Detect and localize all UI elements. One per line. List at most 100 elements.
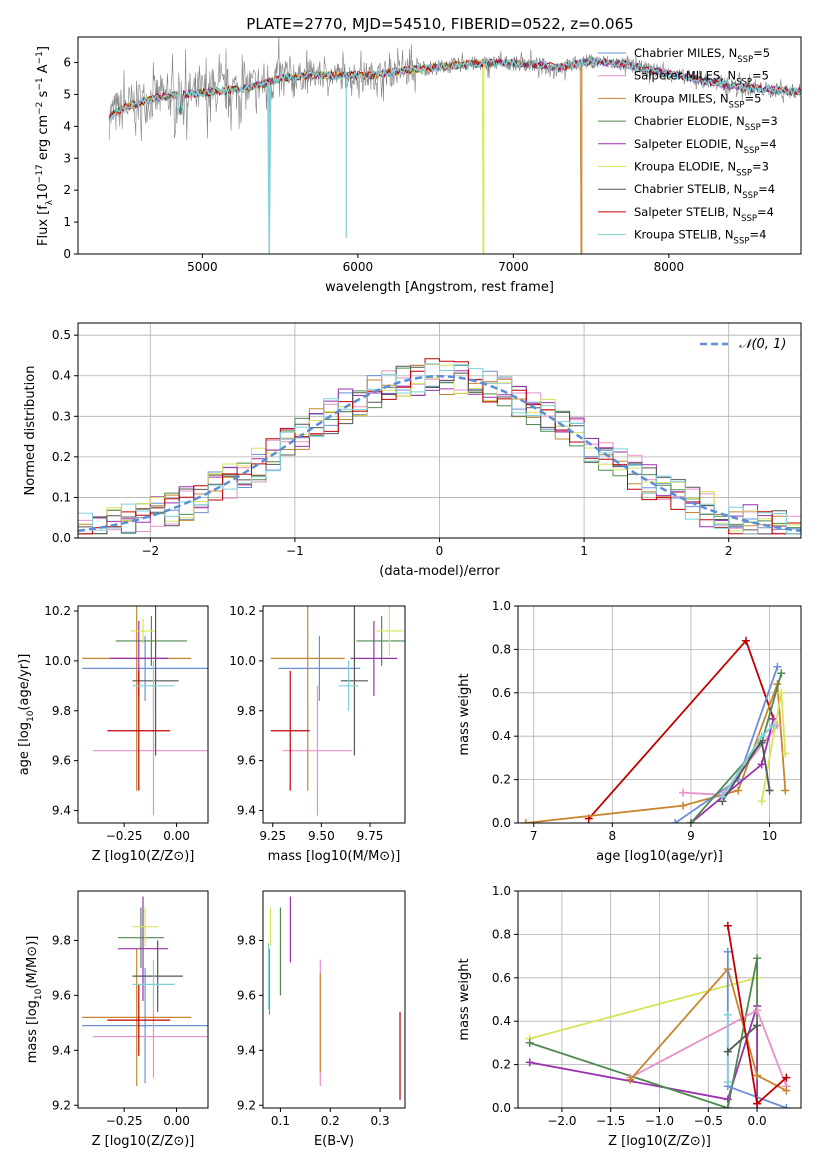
y-tick-label: 0.8 xyxy=(492,642,511,656)
panel-mass-vs-Z: −0.25 0.00 9.2 9.4 9.6 9.8 Z [log10(Z/Z⊙)] xyxy=(52,890,209,1149)
y-tick-label: 0.4 xyxy=(492,1014,511,1028)
legend-label: Chabrier MILES, NSSP=5 xyxy=(634,46,770,65)
y-tick-label: 5 xyxy=(63,87,71,101)
mass-weight-line-2 xyxy=(529,958,758,1108)
y-tick-label: 0.5 xyxy=(52,328,71,342)
plus-marker xyxy=(782,1086,791,1095)
x-axis-label: mass [log10(M/M⊙)] xyxy=(268,849,401,864)
y-tick-label: 10.2 xyxy=(229,604,256,618)
y-tick-label: 10.2 xyxy=(44,604,71,618)
y-tick-label: 0.3 xyxy=(52,409,71,423)
y-tick-label: 9.8 xyxy=(52,704,71,718)
legend-subscript: SSP xyxy=(736,78,752,88)
legend-label: 𝒩(0, 1) xyxy=(739,337,786,352)
x-tick-label: 0 xyxy=(436,544,444,558)
x-axis-label: Z [log10(Z/Z⊙)] xyxy=(92,1134,195,1149)
plus-marker xyxy=(521,819,530,823)
plus-marker xyxy=(723,1104,732,1108)
plus-marker xyxy=(718,792,727,801)
plus-marker xyxy=(777,669,786,678)
x-tick-label: 6000 xyxy=(343,260,374,274)
plot-area xyxy=(525,921,791,1108)
y-tick-label: 0.2 xyxy=(492,773,511,787)
y-tick-label: 0.1 xyxy=(52,490,71,504)
mass-weight-line-1 xyxy=(529,1005,758,1104)
y-tick-label: 9.4 xyxy=(237,804,256,818)
x-tick-label: 9.75 xyxy=(357,829,384,843)
plus-marker xyxy=(753,1071,762,1080)
x-tick-label: 0.00 xyxy=(163,829,190,843)
legend-subscript: SSP xyxy=(737,55,753,65)
x-tick-label: 0.1 xyxy=(271,1114,290,1128)
plus-marker xyxy=(686,819,695,823)
x-axis-label: age [log10(age/yr)] xyxy=(596,849,723,864)
sup: −2 xyxy=(35,102,45,115)
gaussian-curve xyxy=(78,374,801,533)
legend-label: Chabrier STELIB, NSSP=4 xyxy=(634,182,775,201)
legend-label: Kroupa STELIB, NSSP=4 xyxy=(634,228,766,247)
plot-area xyxy=(78,358,801,535)
legend-label: Chabrier ELODIE, NSSP=3 xyxy=(634,114,778,133)
plot-area xyxy=(267,896,401,1100)
y-tick-label: 0.4 xyxy=(492,729,511,743)
plus-marker xyxy=(753,954,762,963)
x-tick-label: −1.5 xyxy=(596,1114,625,1128)
plus-marker xyxy=(525,1038,534,1047)
y-tick-label: 6 xyxy=(63,56,71,70)
plus-marker xyxy=(757,797,766,806)
legend-subscript: SSP xyxy=(736,169,752,179)
axes-frame xyxy=(262,890,406,1109)
x-tick-label: 1 xyxy=(580,544,588,558)
x-tick-label: 2 xyxy=(725,544,733,558)
y-tick-label: 0.0 xyxy=(492,1101,511,1115)
x-tick-label: −2.0 xyxy=(547,1114,576,1128)
x-tick-label: 9.50 xyxy=(308,829,335,843)
legend-label: Salpeter STELIB, NSSP=4 xyxy=(634,205,774,224)
residual-histogram-8 xyxy=(78,363,801,535)
x-tick-label: 8 xyxy=(609,829,617,843)
y-tick-label: 9.2 xyxy=(52,1098,71,1112)
y-tick-label: 1.0 xyxy=(492,884,511,898)
y-tick-label: 0.4 xyxy=(52,369,71,383)
plus-marker xyxy=(753,1006,762,1015)
legend-label: Kroupa ELODIE, NSSP=3 xyxy=(634,160,769,179)
x-tick-label: −2 xyxy=(141,544,159,558)
y-tick-label: 9.6 xyxy=(237,988,256,1002)
plus-marker xyxy=(777,688,786,697)
x-tick-label: 9.25 xyxy=(259,829,286,843)
plus-marker xyxy=(757,732,766,741)
plus-marker xyxy=(769,721,778,730)
panel-massweight-vs-age: 7 8 9 10 0.0 0.2 0.4 0.6 0.8 1.0 age [log10(age/yr… xyxy=(457,599,802,864)
y-axis-label: age [log10(age/yr)] xyxy=(17,654,36,776)
y-tick-label: 2 xyxy=(63,183,71,197)
y-tick-label: 9.6 xyxy=(52,988,71,1002)
legend-subscript: SSP xyxy=(729,100,745,110)
plus-marker xyxy=(723,1077,732,1086)
axes-frame xyxy=(77,36,802,255)
y-tick-label: 3 xyxy=(63,151,71,165)
sup: −1 xyxy=(35,51,45,64)
y-tick-label: 1 xyxy=(63,215,71,229)
sub: 10 xyxy=(26,710,36,722)
axes-frame xyxy=(517,605,802,824)
plus-marker xyxy=(782,1073,791,1082)
y-tick-label: 0.0 xyxy=(52,531,71,545)
y-tick-label: 9.6 xyxy=(52,754,71,768)
axes-frame xyxy=(77,890,209,1109)
residual-histogram-6 xyxy=(78,365,801,535)
x-tick-label: −0.5 xyxy=(694,1114,723,1128)
y-tick-label: 9.4 xyxy=(52,804,71,818)
x-tick-label: 0.2 xyxy=(321,1114,340,1128)
y-tick-label: 0.8 xyxy=(492,927,511,941)
x-tick-label: −1.0 xyxy=(645,1114,674,1128)
sup: −17 xyxy=(35,164,45,183)
plus-marker xyxy=(679,801,688,810)
panel-age-vs-Z: −0.25 0.00 9.4 9.6 9.8 10.0 10.2 Z [log10(Z/Z⊙)… xyxy=(44,604,209,864)
y-axis-label: Normed distribution xyxy=(23,366,38,496)
plus-marker xyxy=(671,819,680,823)
x-axis-label: wavelength [Angstrom, rest frame] xyxy=(325,280,554,295)
y-axis-label: mass [log10(M/M⊙)] xyxy=(25,936,44,1064)
